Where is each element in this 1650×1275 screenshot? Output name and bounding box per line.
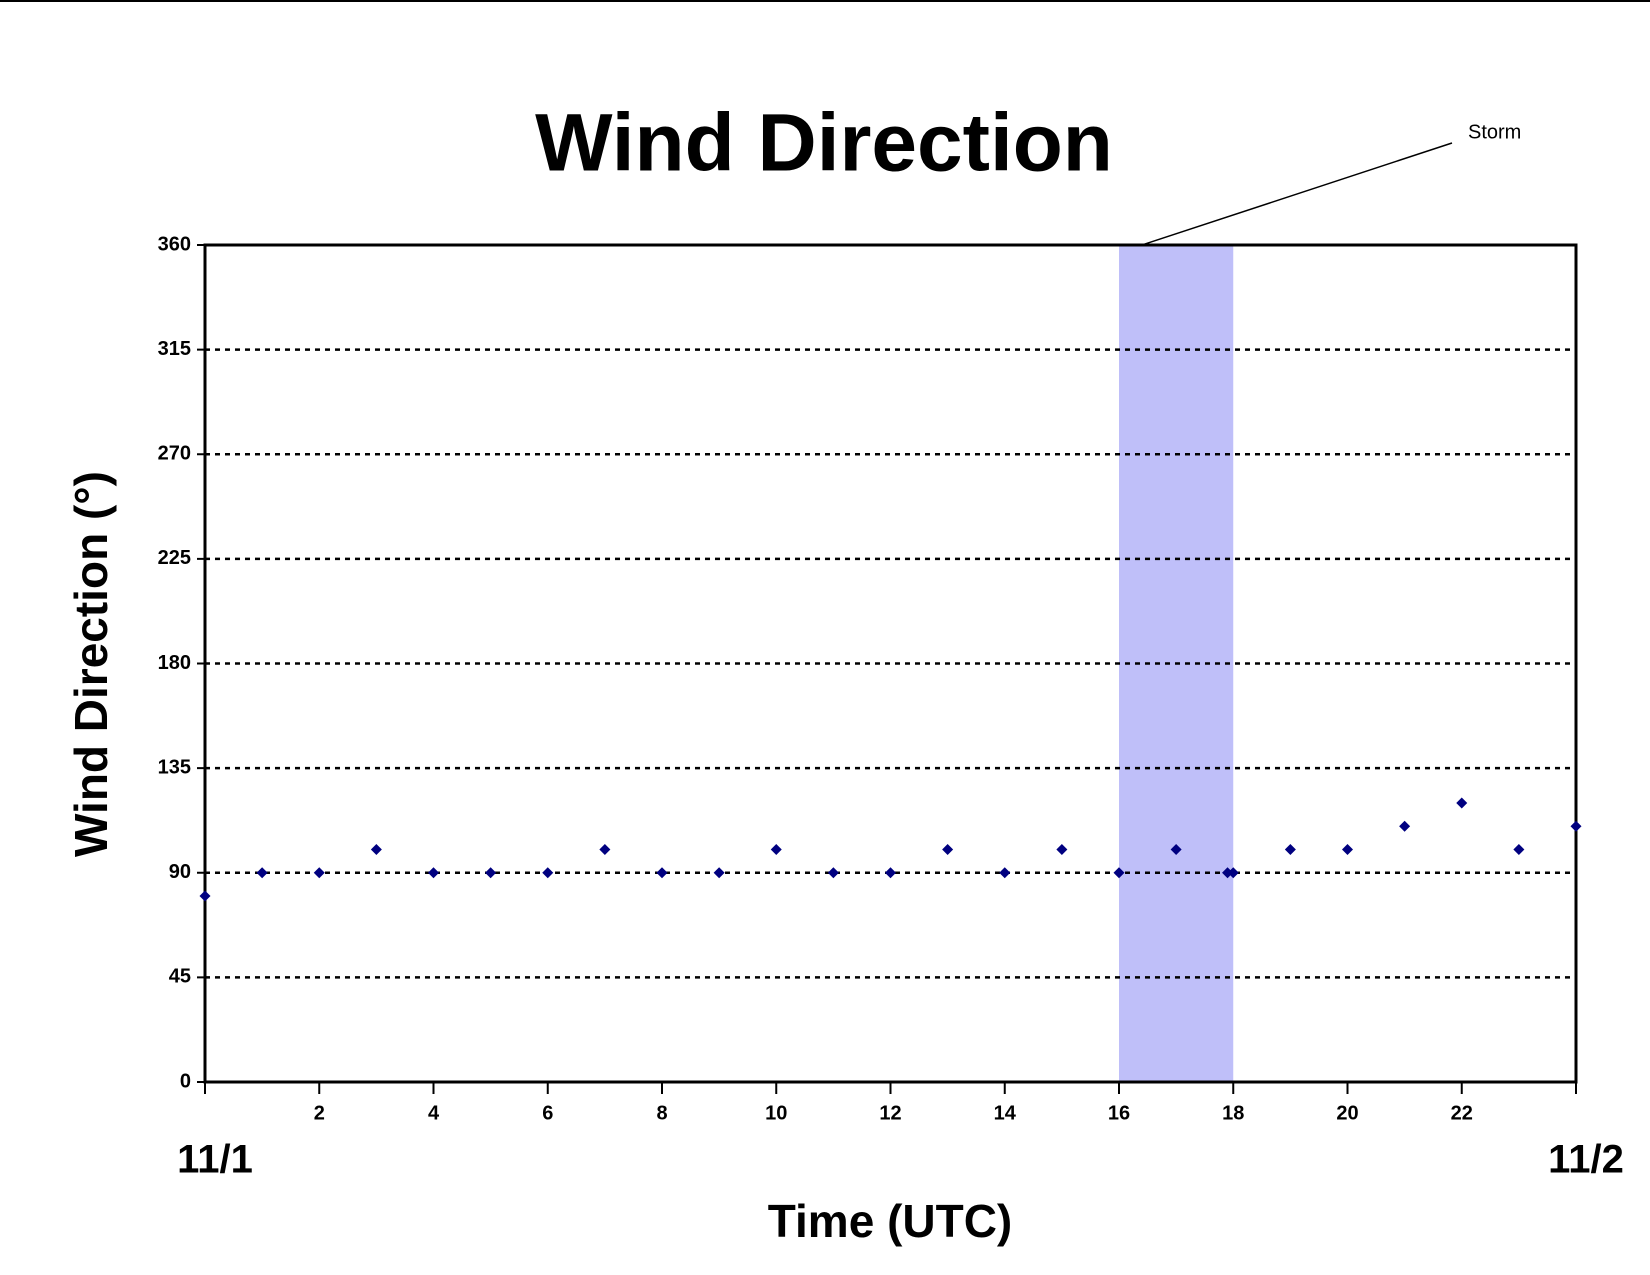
y-tick-label: 315 — [158, 338, 191, 360]
data-point — [1284, 844, 1296, 855]
plot-frame — [203, 243, 1578, 1084]
data-point — [770, 844, 782, 855]
data-point — [999, 867, 1011, 879]
x-tick-label: 4 — [428, 1102, 440, 1124]
data-point — [1056, 844, 1068, 855]
data-point — [1342, 844, 1353, 855]
data-point — [1456, 797, 1468, 809]
y-tick-label: 135 — [158, 756, 191, 778]
x-tick-label: 12 — [879, 1102, 901, 1124]
data-point — [1570, 820, 1582, 832]
data-point — [656, 867, 668, 879]
x-date-label: 11/2 — [1548, 1138, 1624, 1182]
x-tick-label: 16 — [1108, 1102, 1130, 1124]
y-tick-label: 360 — [158, 233, 191, 255]
y-tick-label: 0 — [180, 1070, 191, 1092]
data-point — [942, 844, 954, 855]
x-tick-label: 22 — [1451, 1102, 1473, 1124]
data-point — [1399, 820, 1411, 832]
data-point — [256, 867, 268, 879]
x-tick-label: 18 — [1222, 1102, 1244, 1124]
x-tick-label: 10 — [765, 1102, 787, 1124]
y-axis-title: Wind Direction (°) — [65, 471, 117, 857]
data-point — [1113, 867, 1125, 879]
x-date-label: 11/1 — [177, 1138, 253, 1182]
data-point — [713, 867, 725, 879]
x-tick-label: 2 — [314, 1102, 325, 1124]
data-point — [313, 867, 325, 879]
x-axis-title: Time (UTC) — [768, 1195, 1013, 1247]
data-point — [599, 844, 611, 855]
x-tick-label: 14 — [994, 1102, 1017, 1124]
chart-title: Wind Direction — [535, 98, 1113, 189]
data-point — [370, 844, 382, 855]
data-point — [885, 867, 896, 879]
data-point — [199, 890, 211, 902]
data-point — [1222, 867, 1234, 879]
data-point — [827, 867, 839, 879]
y-tick-label: 90 — [169, 861, 191, 883]
data-point — [542, 867, 554, 879]
x-tick-label: 8 — [656, 1102, 667, 1124]
data-point — [1170, 844, 1182, 855]
data-point — [1513, 844, 1525, 855]
y-tick-label: 270 — [158, 443, 191, 465]
x-tick-label: 6 — [542, 1102, 553, 1124]
x-tick-label: 20 — [1336, 1102, 1358, 1124]
annotation-line — [1141, 142, 1453, 246]
data-point — [428, 867, 439, 879]
data-point — [1227, 867, 1239, 879]
annotation-label: Storm — [1468, 121, 1521, 143]
data-point — [485, 867, 497, 879]
y-tick-label: 45 — [169, 966, 191, 988]
y-tick-label: 180 — [158, 652, 191, 674]
y-tick-label: 225 — [158, 547, 191, 569]
